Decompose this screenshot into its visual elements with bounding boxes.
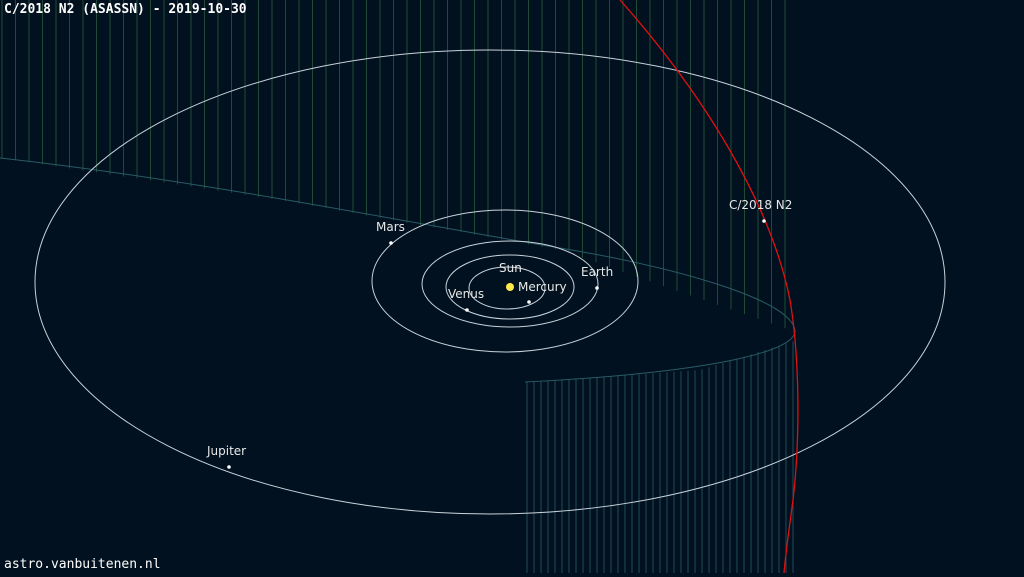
mercury-label: Mercury (518, 280, 567, 294)
earth-label: Earth (581, 265, 613, 279)
comet-orbit-below-ecliptic-hatching (526, 340, 794, 573)
earth-marker (595, 286, 599, 290)
mars-label: Mars (376, 220, 405, 234)
sun-marker (506, 283, 514, 291)
earth-orbit (421, 240, 599, 328)
comet-orbit-ecliptic-projection (0, 157, 796, 383)
venus-orbit (445, 254, 575, 320)
sun-label: Sun (499, 261, 522, 275)
venus-marker (465, 308, 469, 312)
jupiter-label: Jupiter (206, 444, 246, 458)
mars-orbit (371, 209, 639, 353)
comet-label: C/2018 N2 (729, 198, 792, 212)
mercury-orbit (468, 266, 546, 310)
jupiter-marker (227, 465, 231, 469)
comet-marker (762, 219, 766, 223)
mars-marker (389, 241, 393, 245)
jupiter-orbit (34, 49, 946, 515)
mercury-marker (527, 300, 531, 304)
page-title: C/2018 N2 (ASASSN) - 2019-10-30 (4, 2, 247, 17)
venus-label: Venus (448, 287, 484, 301)
site-credit: astro.vanbuitenen.nl (4, 557, 161, 572)
comet-orbit-above-ecliptic-hatching (1, 0, 786, 330)
comet-orbit (619, 0, 799, 574)
